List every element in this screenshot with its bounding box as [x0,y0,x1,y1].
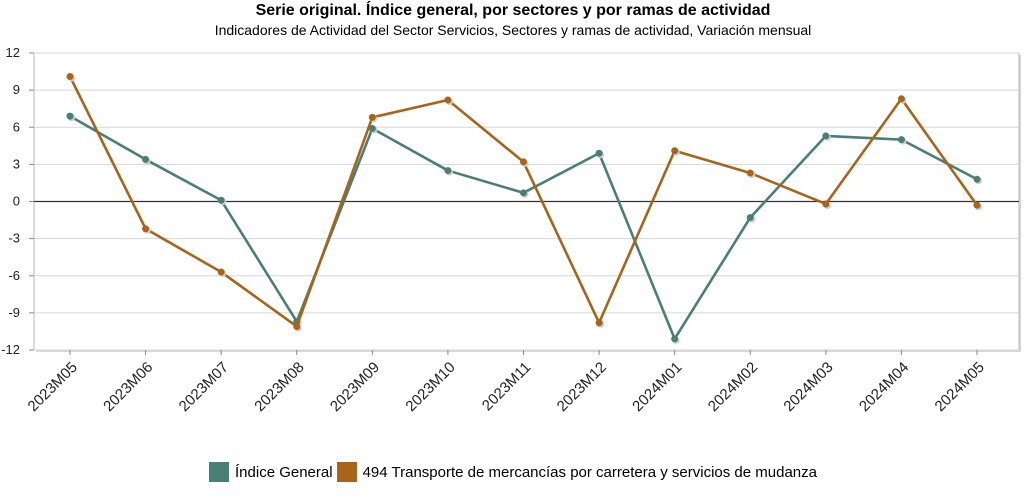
chart-subtitle: Indicadores de Actividad del Sector Serv… [214,22,812,38]
data-point [746,214,754,222]
data-point [66,73,74,81]
y-tick-label: 0 [13,194,20,209]
chart-legend: Índice General 494 Transporte de mercanc… [0,462,1026,482]
data-point [671,335,679,343]
x-tick-label: 2023M10 [402,359,458,415]
data-point [444,96,452,104]
y-tick-label: -9 [8,305,20,320]
x-tick-label: 2023M12 [554,359,610,415]
data-point [444,167,452,175]
x-tick-label: 2023M06 [100,359,156,415]
data-point [746,169,754,177]
data-point [897,95,905,103]
legend-swatch [336,462,357,482]
x-tick-label: 2024M01 [629,359,685,415]
x-tick-label: 2023M05 [25,359,81,415]
y-tick-label: 6 [13,119,20,134]
x-tick-label: 2024M03 [780,359,836,415]
data-point [217,196,225,204]
y-tick-label: 9 [13,82,20,97]
legend-label: Índice General [235,463,333,481]
data-point [897,136,905,144]
legend-item-transporte[interactable]: 494 Transporte de mercancías por carrete… [336,462,817,482]
data-point [595,149,603,157]
data-point [368,113,376,121]
legend-item-indice-general[interactable]: Índice General [209,462,333,482]
x-tick-label: 2023M08 [251,359,307,415]
x-tick-label: 2024M05 [932,359,988,415]
x-tick-label: 2023M07 [176,359,232,415]
x-tick-label: 2023M09 [327,359,383,415]
legend-label: 494 Transporte de mercancías por carrete… [362,463,817,481]
data-point [520,189,527,197]
data-point [973,175,981,183]
y-tick-label: 12 [6,45,20,60]
data-point [293,322,301,330]
data-point [142,225,150,233]
data-point [822,200,830,208]
data-point [520,158,527,166]
y-tick-label: -6 [8,268,20,283]
data-point [822,132,830,140]
y-tick-label: -3 [8,231,20,246]
data-point [217,268,225,276]
x-tick-label: 2024M04 [856,359,912,415]
x-tick-label: 2023M11 [479,359,534,414]
x-tick-label: 2024M02 [705,359,761,415]
y-tick-label: 3 [13,156,20,171]
chart-title: Serie original. Índice general, por sect… [255,2,771,19]
data-point [368,124,376,132]
data-point [142,155,150,163]
data-point [973,201,981,209]
data-point [671,147,679,155]
data-point [66,112,74,120]
data-point [595,319,603,327]
legend-swatch [209,462,230,482]
y-tick-label: -12 [1,342,20,357]
